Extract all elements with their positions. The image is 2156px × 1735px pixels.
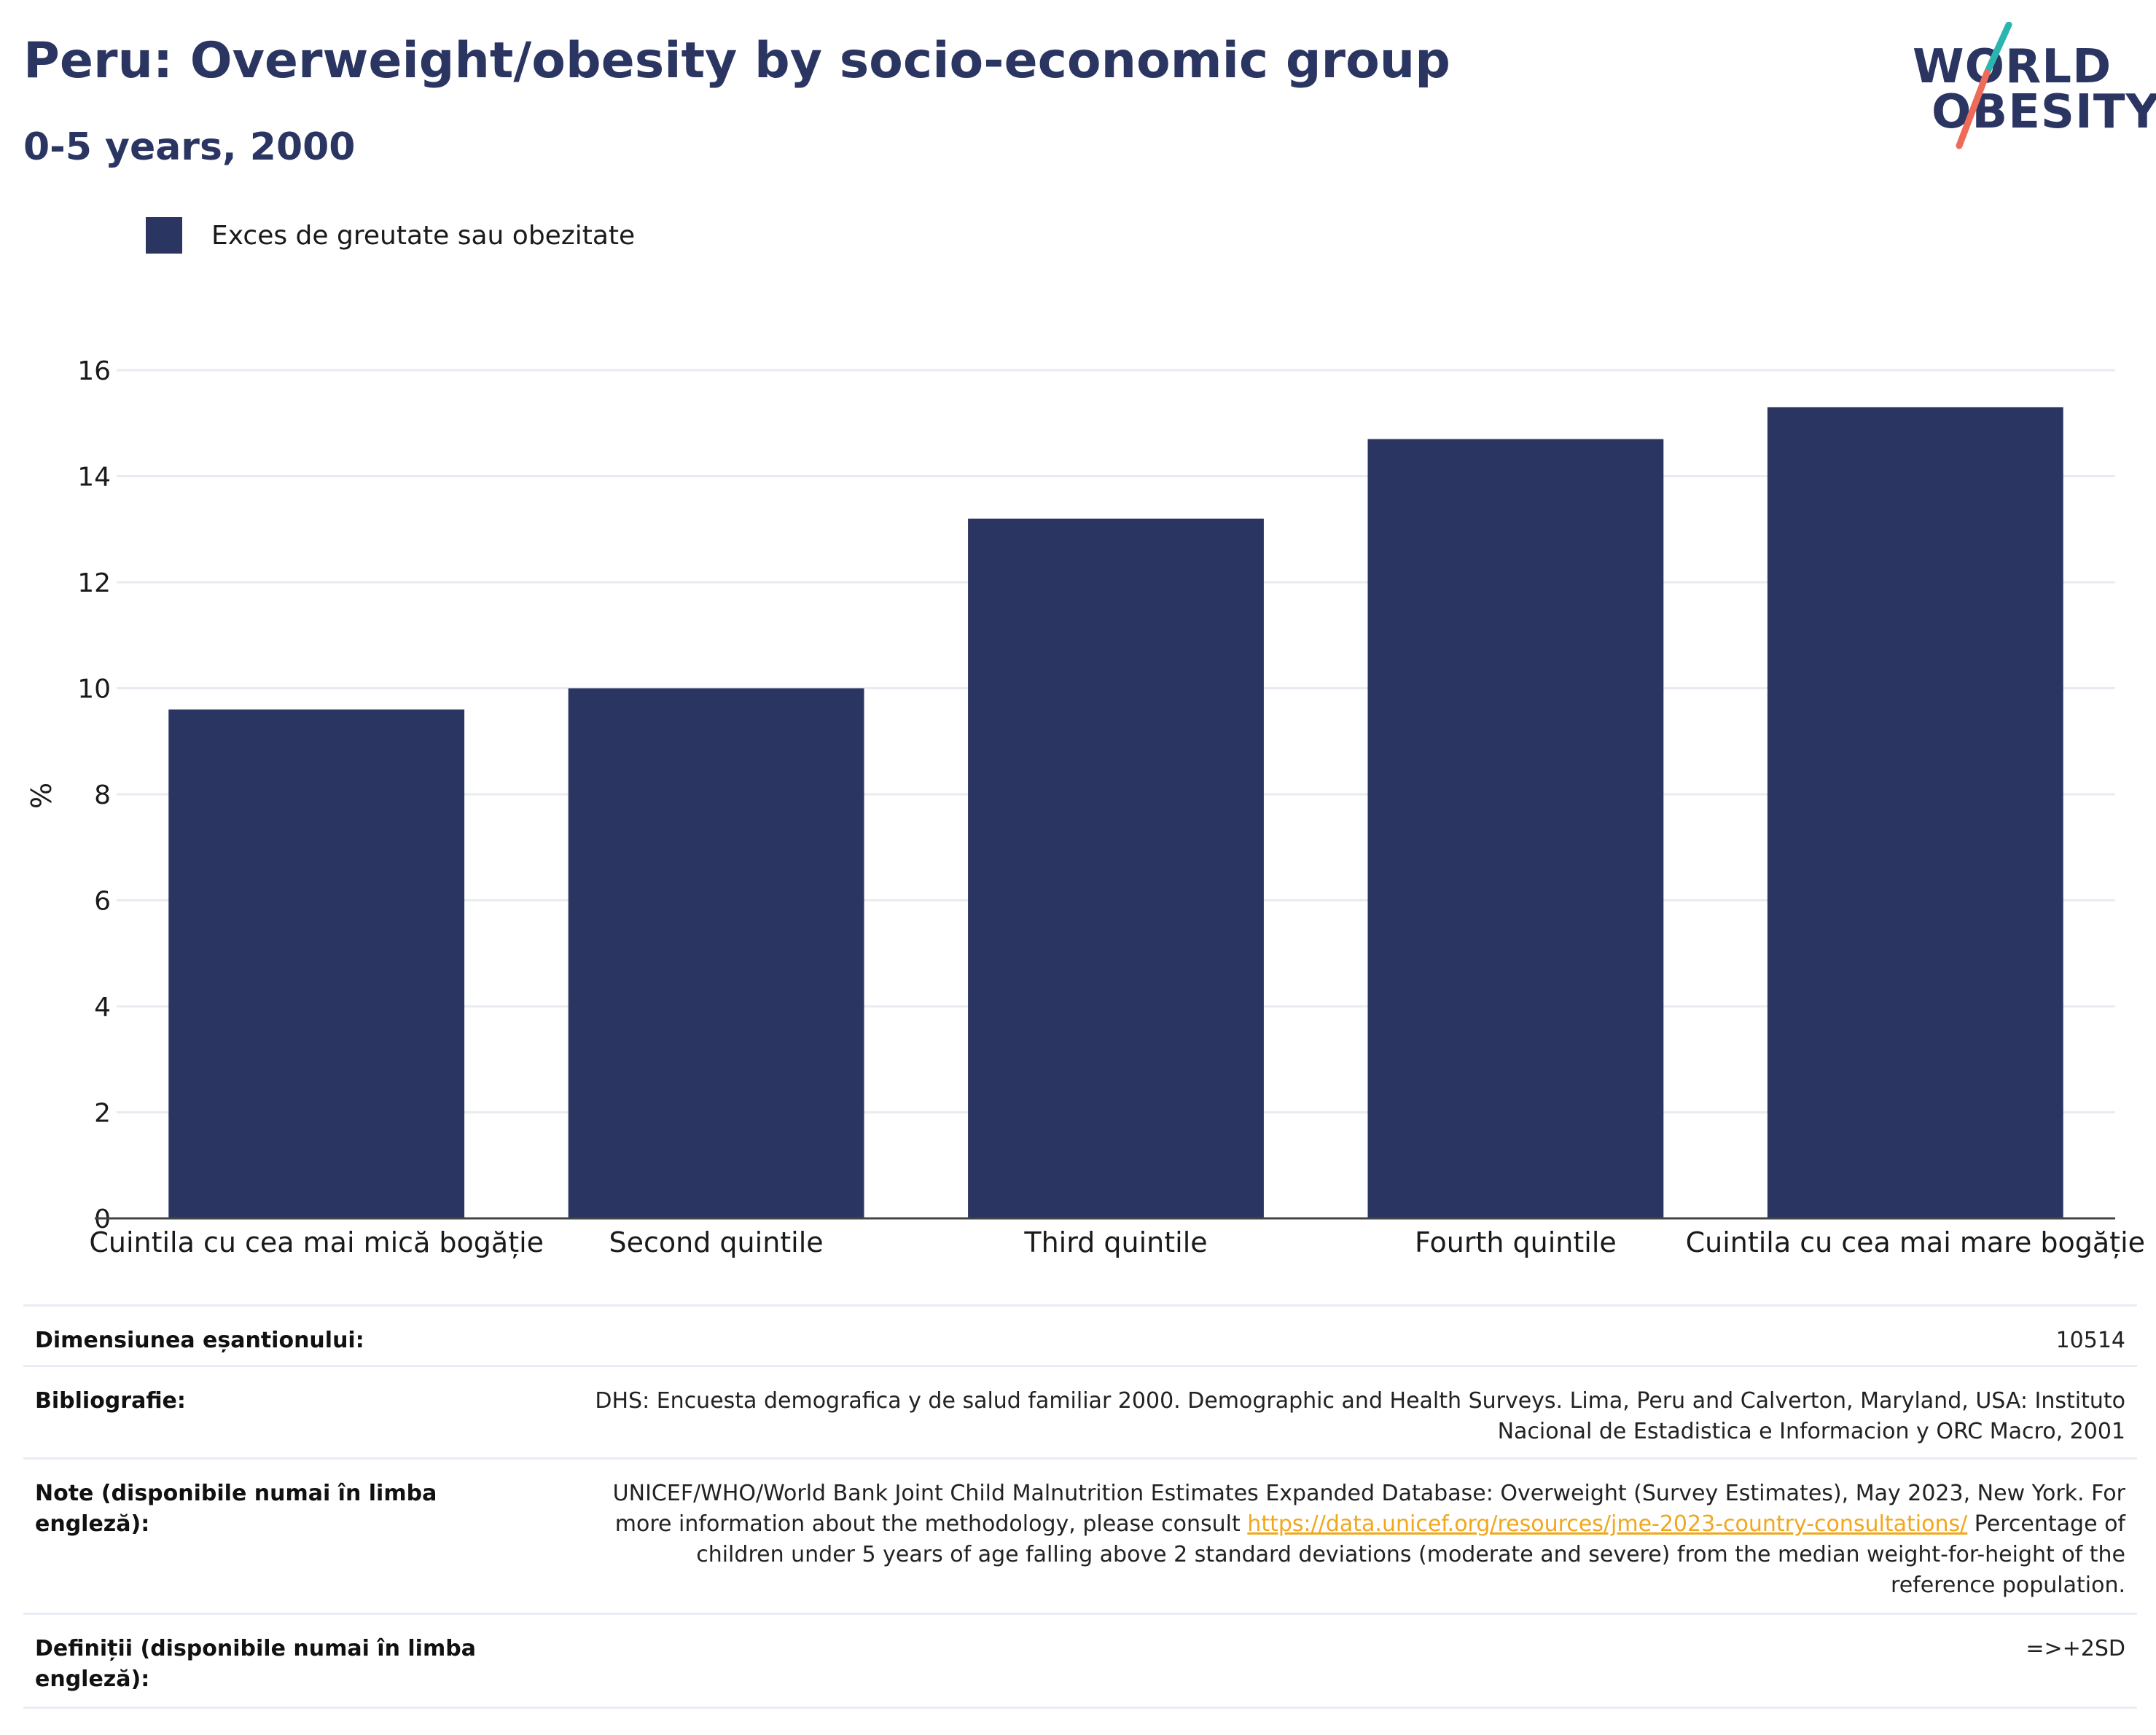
- x-tick-label: Third quintile: [1023, 1226, 1207, 1258]
- notes-label: Note (disponibile numai în limba engleză…: [35, 1481, 437, 1537]
- legend-swatch: [146, 217, 182, 254]
- x-tick-label: Cuintila cu cea mai mică bogăție: [89, 1226, 544, 1258]
- chart-title: Peru: Overweight/obesity by socio-econom…: [23, 32, 1450, 90]
- y-tick-label: 12: [77, 568, 111, 598]
- notes-text-after: Percentage of children under 5 years of …: [696, 1511, 2125, 1598]
- bar[interactable]: [968, 518, 1264, 1218]
- legend-label: Exces de greutate sau obezitate: [211, 220, 636, 251]
- bar[interactable]: [168, 709, 465, 1218]
- world-obesity-logo[interactable]: WORLD OBESITY: [1902, 22, 2156, 153]
- y-tick-label: 14: [77, 463, 111, 493]
- y-tick-label: 16: [77, 356, 111, 386]
- notes-row: Note (disponibile numai în limba engleză…: [23, 1457, 2137, 1613]
- definitions-row: Definiții (disponibile numai în limba en…: [23, 1613, 2137, 1709]
- y-tick-label: 10: [77, 675, 111, 705]
- logo-word-world: WORLD: [1913, 40, 2112, 94]
- bar[interactable]: [568, 688, 864, 1219]
- legend: Exces de greutate sau obezitate: [146, 216, 635, 255]
- definitions-value: =>+2SD: [2026, 1636, 2125, 1661]
- sample-size-label: Dimensiunea eșantionului:: [35, 1328, 364, 1353]
- definitions-label: Definiții (disponibile numai în limba en…: [35, 1636, 476, 1692]
- bibliography-row: Bibliografie: DHS: Encuesta demografica …: [23, 1365, 2137, 1457]
- bar-chart: 0246810121416Cuintila cu cea mai mică bo…: [26, 356, 2145, 1258]
- bar[interactable]: [1367, 439, 1664, 1219]
- x-tick-label: Fourth quintile: [1415, 1226, 1617, 1258]
- x-tick-label: Second quintile: [609, 1226, 824, 1258]
- bar[interactable]: [1767, 407, 2063, 1218]
- y-tick-label: 2: [94, 1099, 111, 1129]
- chart-subtitle: 0-5 years, 2000: [23, 125, 356, 169]
- axes: 0246810121416Cuintila cu cea mai mică bo…: [77, 356, 2145, 1258]
- x-tick-label: Cuintila cu cea mai mare bogăție: [1686, 1226, 2145, 1258]
- notes-value: UNICEF/WHO/World Bank Joint Child Malnut…: [595, 1479, 2125, 1601]
- bars: [168, 407, 2063, 1219]
- sample-size-value: 10514: [2055, 1328, 2125, 1353]
- bibliography-label: Bibliografie:: [35, 1388, 186, 1414]
- bibliography-value: DHS: Encuesta demografica y de salud fam…: [595, 1388, 2125, 1444]
- notes-link[interactable]: https://data.unicef.org/resources/jme-20…: [1247, 1511, 1968, 1537]
- info-table: Dimensiunea eșantionului: 10514 Bibliogr…: [23, 1304, 2137, 1709]
- y-axis-label: %: [26, 783, 58, 809]
- logo-slash-icon: [1956, 22, 2012, 149]
- notes-text-before: UNICEF/WHO/World Bank Joint Child Malnut…: [612, 1481, 2125, 1537]
- y-tick-label: 8: [94, 780, 111, 810]
- y-tick-label: 6: [94, 887, 111, 917]
- y-tick-label: 4: [94, 992, 111, 1022]
- sample-size-row: Dimensiunea eșantionului: 10514: [23, 1304, 2137, 1365]
